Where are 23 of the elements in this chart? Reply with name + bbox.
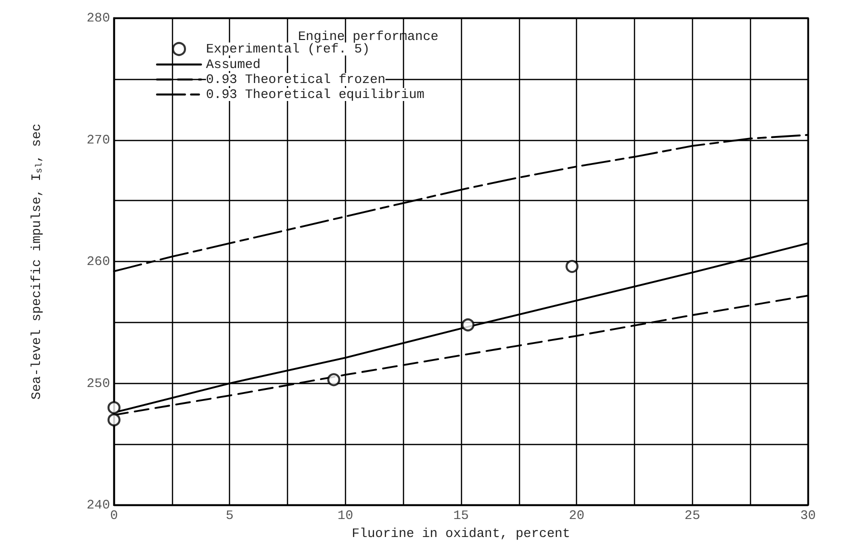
x-tick-label: 10 [338,508,354,524]
x-tick-label: 30 [800,508,816,524]
y-tick-label: 280 [86,10,110,26]
x-axis-title: Fluorine in oxidant, percent [352,526,570,541]
x-tick-label: 25 [684,508,700,524]
y-tick-label: 270 [86,132,110,148]
y-axis-title: Sea-level specific impulse, Isl, sec [29,124,44,400]
point [108,413,120,426]
x-tick-label: 20 [568,508,584,524]
legend-label: Assumed [206,57,261,72]
legend-label: Experimental (ref. 5) [206,42,370,56]
legend-label: 0.93 Theoretical equilibrium [206,87,425,102]
x-tick-label: 0 [110,508,118,524]
y-tick-label: 240 [86,498,110,513]
legend-label: 0.93 Theoretical frozen [206,72,386,87]
y-tick-label: 260 [86,254,110,270]
point [327,373,340,386]
x-tick-label: 15 [453,508,469,524]
point [566,260,579,273]
point [461,318,474,332]
point [108,401,120,414]
x-tick-label: 5 [226,508,234,524]
y-tick-label: 250 [86,376,110,391]
